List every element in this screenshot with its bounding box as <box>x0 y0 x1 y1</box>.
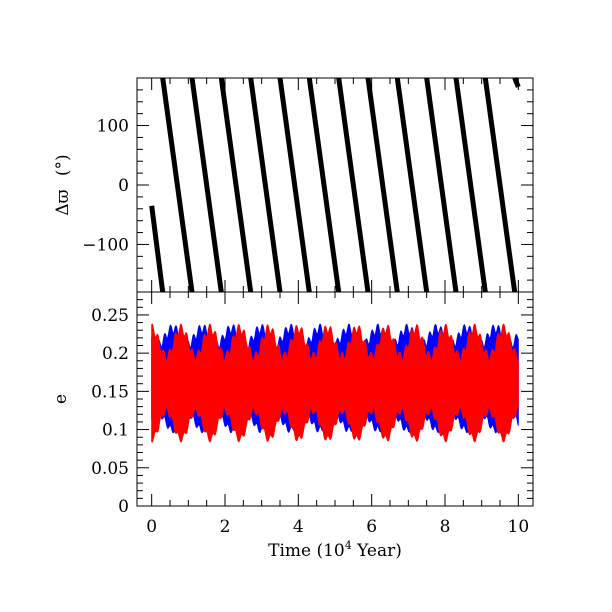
angle-segment-4 <box>248 77 283 293</box>
eccentricity-band-red <box>151 323 519 443</box>
top-y-tick-label: 100 <box>97 117 129 137</box>
top-y-axis-label-symbol: Δϖ <box>53 189 73 215</box>
bottom-panel: 0 0.05 0.1 0.15 0.2 0.25 0 2 4 6 8 10 e Time (104 … <box>51 291 534 561</box>
bottom-axis-ticks <box>137 291 533 507</box>
top-axis-ticks <box>137 77 533 293</box>
x-axis-label: Time (104 Year) <box>268 539 402 561</box>
top-data-series <box>149 77 521 293</box>
angle-segment-2 <box>189 77 224 293</box>
top-y-tick-labels: −100 0 100 <box>82 117 129 256</box>
bottom-data-series <box>151 323 519 443</box>
angle-segment-12 <box>482 77 518 293</box>
x-axis-label-prefix: Time (10 <box>268 541 345 561</box>
top-y-tick-label: 0 <box>118 176 129 196</box>
x-tick-label: 8 <box>440 517 451 537</box>
top-panel: −100 0 100 Δϖ (°) <box>53 77 534 293</box>
angle-segment-11 <box>453 77 488 293</box>
angle-segment-7 <box>336 77 371 293</box>
angle-segment-1 <box>160 77 195 293</box>
bottom-y-axis-label: e <box>51 394 71 404</box>
x-axis-label-suffix: Year) <box>352 541 402 561</box>
bottom-y-tick-label: 0.2 <box>102 344 129 364</box>
angle-segment-0 <box>149 205 166 293</box>
angle-segment-10 <box>424 77 459 293</box>
bottom-y-tick-label: 0.25 <box>91 306 129 326</box>
angle-segment-5 <box>277 77 312 293</box>
bottom-y-tick-label: 0.1 <box>102 421 129 441</box>
x-axis-label-exponent: 4 <box>345 539 352 552</box>
angle-segment-6 <box>306 77 342 293</box>
bottom-y-tick-label: 0.05 <box>91 459 129 479</box>
x-tick-label: 2 <box>220 517 231 537</box>
bottom-y-tick-label: 0.15 <box>91 382 129 402</box>
top-y-axis-label: Δϖ (°) <box>53 154 73 215</box>
x-tick-label: 4 <box>293 517 304 537</box>
angle-segment-9 <box>394 77 430 293</box>
x-tick-label: 6 <box>366 517 377 537</box>
top-y-tick-label: −100 <box>82 235 129 255</box>
bottom-x-tick-labels: 0 2 4 6 8 10 <box>146 517 529 537</box>
x-tick-label: 0 <box>146 517 157 537</box>
angle-segment-13 <box>512 77 521 88</box>
bottom-y-tick-labels: 0 0.05 0.1 0.15 0.2 0.25 <box>91 306 129 517</box>
angle-segment-8 <box>365 77 400 293</box>
bottom-y-tick-label: 0 <box>118 497 129 517</box>
x-tick-label: 10 <box>508 517 530 537</box>
top-y-axis-label-unit: (°) <box>53 154 73 176</box>
angle-segment-3 <box>218 77 254 293</box>
